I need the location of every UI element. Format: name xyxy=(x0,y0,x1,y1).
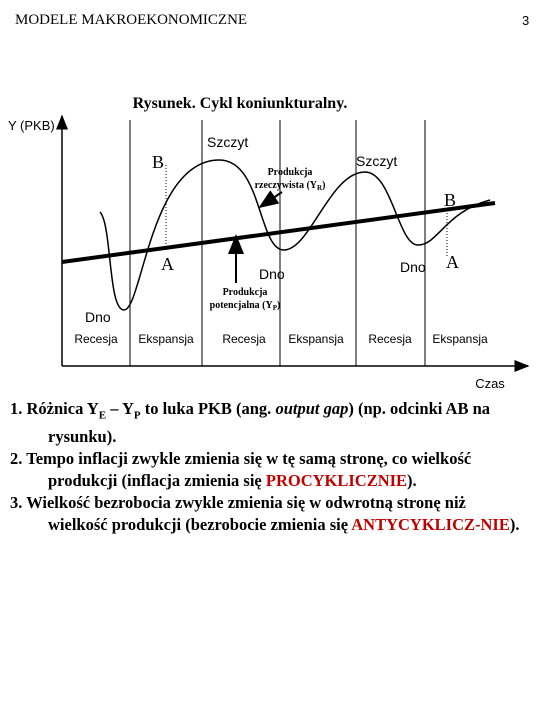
phase-label: Recesja xyxy=(222,332,266,346)
phase-label: Ekspansja xyxy=(432,332,488,346)
header-title: MODELE MAKROEKONOMICZNE xyxy=(15,12,247,28)
actual-output-curve xyxy=(99,159,491,311)
gap-lines xyxy=(165,165,448,256)
x-axis-label: Czas xyxy=(475,376,505,391)
subscript: P xyxy=(273,304,278,312)
annotation-text: potencjalna (Y xyxy=(210,300,274,311)
subscript: E xyxy=(98,409,107,422)
point: 3. Wielkość bezrobocia zwykle zmienia si… xyxy=(10,492,528,536)
text: ). xyxy=(509,515,520,535)
text: 3. Wielkość bezrobocia zwykle zmienia si… xyxy=(10,493,466,535)
label: Szczyt xyxy=(207,134,248,150)
label: A xyxy=(446,252,459,272)
phase-label: Recesja xyxy=(368,332,412,346)
label: A xyxy=(161,254,174,274)
label: Szczyt xyxy=(356,153,397,169)
annotation-text: rzeczywista (Y xyxy=(255,180,318,191)
figure-title: Rysunek. Cykl koniunkturalny. xyxy=(133,95,348,112)
subscript: P xyxy=(133,409,141,422)
page-number: 3 xyxy=(522,13,529,28)
label: Dno xyxy=(400,259,426,275)
phase-label: Ekspansja xyxy=(288,332,344,346)
potential-output-line xyxy=(61,201,496,264)
label: Dno xyxy=(85,309,111,325)
highlight: PROCYKLICZNIE xyxy=(265,471,408,491)
highlight: ANTYCYKLICZ-NIE xyxy=(351,515,510,535)
annotation-text: ) xyxy=(322,180,325,191)
phase-label: Ekspansja xyxy=(138,332,194,346)
text: – Y xyxy=(106,399,134,418)
text: 2. Tempo inflacji zwykle zmienia się w t… xyxy=(10,449,472,491)
annotation: rzeczywista (YR) xyxy=(255,180,326,192)
text: 1. Różnica Y xyxy=(10,399,99,418)
phase-label: Recesja xyxy=(74,332,118,346)
italic-text: output gap xyxy=(275,399,349,418)
label: Dno xyxy=(259,266,285,282)
annotation-text: ) xyxy=(277,300,280,311)
y-axis-label: Y (PKB) xyxy=(8,118,55,133)
annotation: potencjalna (YP) xyxy=(210,300,281,312)
label: B xyxy=(152,152,164,172)
subscript: R xyxy=(317,184,323,192)
arrow xyxy=(258,190,283,209)
annotation: Produkcja xyxy=(268,167,313,178)
label: B xyxy=(444,190,456,210)
points: 1. Różnica YE – YP to luka PKB (ang. out… xyxy=(10,398,528,536)
point: 1. Różnica YE – YP to luka PKB (ang. out… xyxy=(10,398,528,448)
text: ). xyxy=(407,471,417,491)
point: 2. Tempo inflacji zwykle zmienia się w t… xyxy=(10,448,528,492)
text: ) (np. odcinki AB na rysunku). xyxy=(48,399,491,447)
text: to luka PKB (ang. xyxy=(140,399,276,418)
annotation: Produkcja xyxy=(223,287,268,298)
figure: MODELE MAKROEKONOMICZNE 3 Rysunek. Cykl … xyxy=(8,12,530,391)
